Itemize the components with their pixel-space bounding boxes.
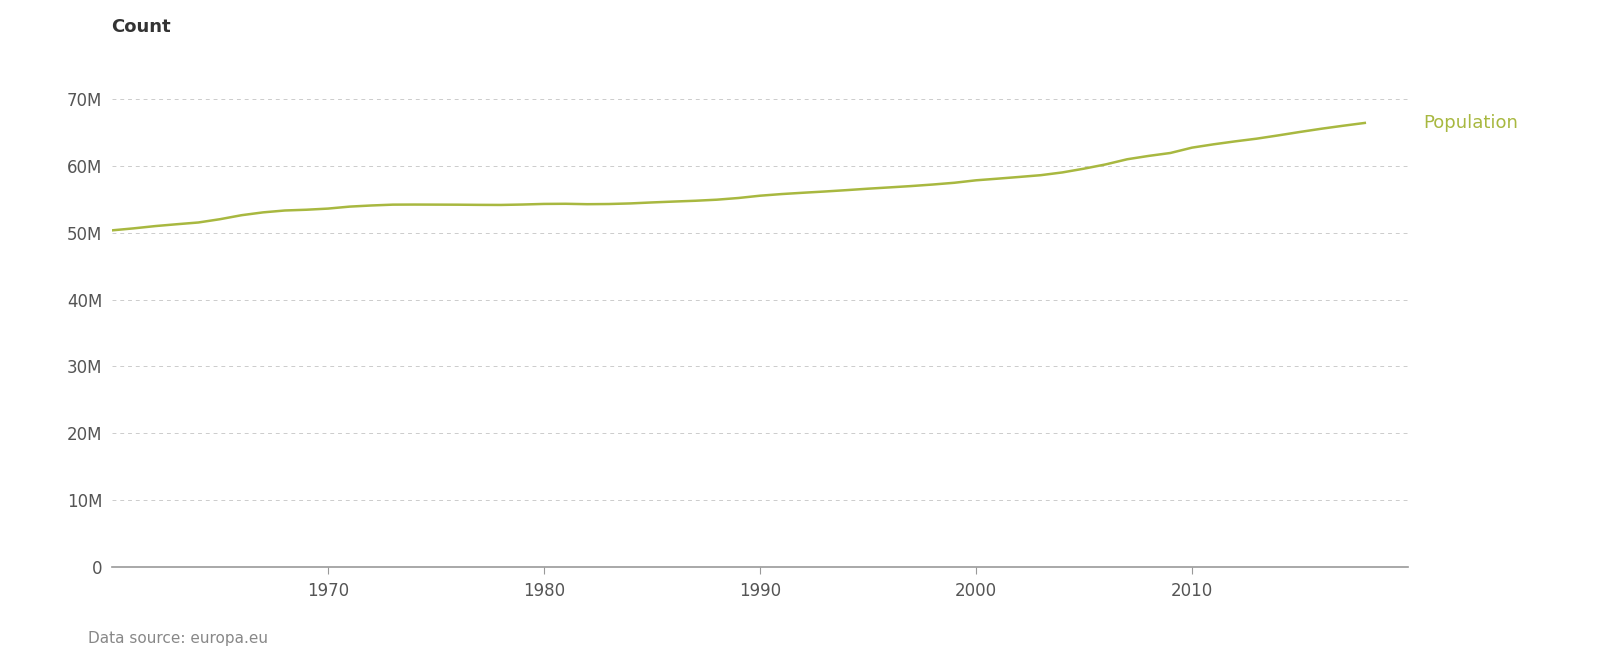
- Text: Population: Population: [1424, 114, 1518, 132]
- Text: Data source: europa.eu: Data source: europa.eu: [88, 631, 269, 646]
- Text: Count: Count: [110, 18, 170, 36]
